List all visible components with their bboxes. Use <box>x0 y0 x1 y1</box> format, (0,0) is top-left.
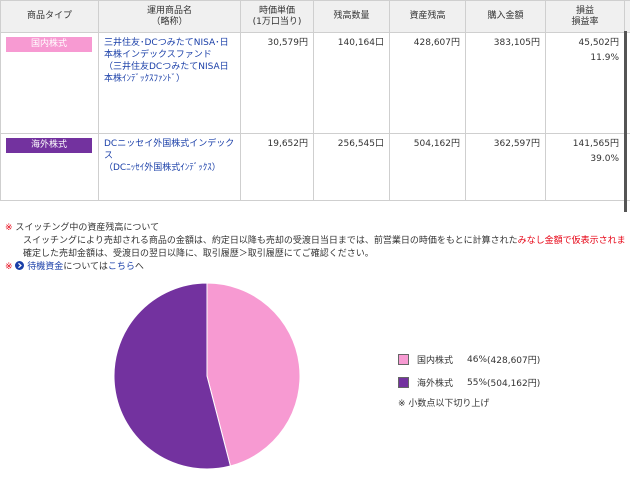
holdings-table: 商品タイプ 運用商品名 （略称） 時価単価 (1万口当り) 残高数量 資産残高 購入… <box>0 0 630 201</box>
purchase-cell: 362,597円 <box>465 133 546 201</box>
header-unit-price: 時価単価 (1万口当り) <box>240 0 314 33</box>
product-type-cell: 国内株式 <box>0 32 99 134</box>
here-link[interactable]: こちら <box>107 262 135 272</box>
header-quantity: 残高数量 <box>313 0 390 33</box>
legend-item-domestic: 国内株式 46% (428,607円) <box>398 348 540 371</box>
quantity-cell: 256,545口 <box>313 133 390 201</box>
fund-short-name[interactable]: （DCﾆｯｾｲ外国株式ｲﾝﾃﾞｯｸｽ） <box>104 163 221 173</box>
profit-loss-cell: 45,502円 11.9% <box>545 32 625 134</box>
header-product-type: 商品タイプ <box>0 0 99 33</box>
unit-price-cell: 19,652円 <box>240 133 314 201</box>
allocation-pie-chart <box>113 282 301 470</box>
profit-loss-amount: 45,502円 <box>578 38 620 48</box>
fund-short-name[interactable]: （三井住友DCつみたてNISA日本株ｲﾝﾃﾞｯｸｽﾌｧﾝﾄﾞ） <box>104 62 229 84</box>
waiting-funds-note: ※ 待機資金についてはこちらへ <box>5 261 144 272</box>
table-header-row: 商品タイプ 運用商品名 （略称） 時価単価 (1万口当り) 残高数量 資産残高 購入… <box>0 0 630 33</box>
arrow-icon <box>15 261 25 270</box>
profit-loss-amount: 141,565円 <box>572 139 619 149</box>
note-mark: ※ <box>5 262 13 272</box>
unit-price-cell: 30,579円 <box>240 32 314 134</box>
header-extra <box>624 0 630 33</box>
product-type-cell: 海外株式 <box>0 133 99 201</box>
balance-cell: 428,607円 <box>389 32 466 134</box>
note-mark: ※ <box>5 223 13 233</box>
header-profit-loss: 損益 損益率 <box>545 0 625 33</box>
profit-loss-rate: 39.0% <box>590 154 619 164</box>
legend-item-foreign: 海外株式 55% (504,162円) <box>398 371 540 394</box>
product-name-cell: 三井住友･DCつみたてNISA･日本株インデックスファンド （三井住友DCつみた… <box>98 32 241 134</box>
scroll-edge <box>624 31 627 212</box>
balance-cell: 504,162円 <box>389 133 466 201</box>
header-product-name: 運用商品名 （略称） <box>98 0 241 33</box>
deemed-amount-text: みなし金額で仮表示されま <box>517 236 626 246</box>
fund-name-link[interactable]: DCニッセイ外国株式インデックス <box>104 139 235 161</box>
pie-slice-foreign <box>113 282 232 470</box>
table-row: 国内株式 三井住友･DCつみたてNISA･日本株インデックスファンド （三井住友… <box>0 32 630 134</box>
fund-name-link[interactable]: 三井住友･DCつみたてNISA･日本株インデックスファンド <box>104 38 229 60</box>
product-name-cell: DCニッセイ外国株式インデックス （DCﾆｯｾｲ外国株式ｲﾝﾃﾞｯｸｽ） <box>98 133 241 201</box>
switching-note-confirm: 確定した売却金額は、受渡日の翌日以降に、取引履歴＞取引履歴にてご確認ください。 <box>23 249 374 259</box>
pie-legend: 国内株式 46% (428,607円) 海外株式 55% (504,162円) ※ … <box>398 348 540 409</box>
quantity-cell: 140,164口 <box>313 32 390 134</box>
purchase-cell: 383,105円 <box>465 32 546 134</box>
pie-slice-domestic <box>206 282 301 467</box>
rounding-note: ※ 小数点以下切り上げ <box>398 399 490 409</box>
legend-swatch <box>398 377 409 388</box>
waiting-funds-link[interactable]: 待機資金 <box>27 262 64 272</box>
table-row: 海外株式 DCニッセイ外国株式インデックス （DCﾆｯｾｲ外国株式ｲﾝﾃﾞｯｸｽ… <box>0 133 630 201</box>
profit-loss-rate: 11.9% <box>590 53 619 63</box>
profit-loss-cell: 141,565円 39.0% <box>545 133 625 201</box>
product-type-badge: 国内株式 <box>6 37 92 52</box>
header-purchase: 購入金額 <box>465 0 546 33</box>
switching-note-body: スイッチングにより売却される商品の金額は、約定日以降も売却の受渡日当日までは、前… <box>23 236 626 246</box>
notes-section: ※ スイッチング中の資産残高について スイッチングにより売却される商品の金額は、… <box>5 222 630 274</box>
product-type-badge: 海外株式 <box>6 138 92 153</box>
legend-swatch <box>398 354 409 365</box>
switching-note-title: ※ スイッチング中の資産残高について <box>5 223 160 233</box>
header-balance: 資産残高 <box>389 0 466 33</box>
